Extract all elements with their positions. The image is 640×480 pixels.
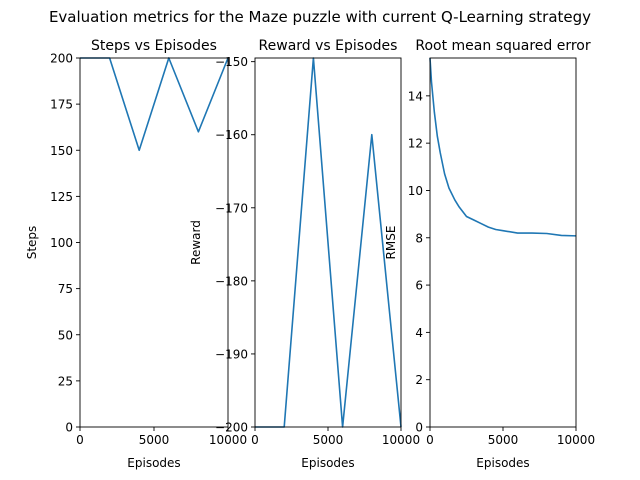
x-tick-label: 5000 bbox=[313, 433, 344, 447]
x-tick-label: 10000 bbox=[209, 433, 247, 447]
y-tick-label: 10 bbox=[408, 184, 423, 198]
y-axis-label: RMSE bbox=[384, 226, 398, 260]
y-tick-label: −170 bbox=[215, 201, 248, 215]
y-tick-label: 8 bbox=[415, 231, 423, 245]
y-tick-label: −180 bbox=[215, 274, 248, 288]
x-tick-label: 5000 bbox=[488, 433, 519, 447]
x-axis-label: Episodes bbox=[476, 456, 529, 470]
y-tick-label: −160 bbox=[215, 128, 248, 142]
y-axis-label: Reward bbox=[189, 220, 203, 265]
series-line bbox=[429, 57, 577, 237]
x-tick-label: 0 bbox=[76, 433, 84, 447]
y-tick-label: 6 bbox=[415, 279, 423, 293]
x-tick-label: 0 bbox=[426, 433, 434, 447]
subplot-title: Steps vs Episodes bbox=[91, 38, 217, 54]
y-tick-label: 2 bbox=[415, 373, 423, 387]
y-tick-label: −190 bbox=[215, 347, 248, 361]
y-tick-label: 175 bbox=[50, 98, 73, 112]
subplot-title: Root mean squared error bbox=[415, 38, 590, 54]
y-tick-label: 150 bbox=[50, 144, 73, 158]
x-tick-label: 0 bbox=[251, 433, 259, 447]
y-tick-label: 50 bbox=[58, 328, 73, 342]
subplot-1: 0 5000 10000 0 25 50 75 100 125 150 175 200 Steps vs… bbox=[25, 38, 247, 470]
x-tick-label: 5000 bbox=[139, 433, 170, 447]
y-tick-label: −150 bbox=[215, 55, 248, 69]
y-tick-label: 200 bbox=[50, 52, 73, 66]
y-axis-label: Steps bbox=[25, 226, 39, 260]
subplot-title: Reward vs Episodes bbox=[259, 38, 398, 54]
y-tick-label: 25 bbox=[58, 374, 73, 388]
x-axis-label: Episodes bbox=[127, 456, 180, 470]
y-tick-label: 75 bbox=[58, 282, 73, 296]
y-tick-label: 14 bbox=[408, 89, 423, 103]
y-tick-label: 0 bbox=[65, 421, 73, 435]
x-axis-label: Episodes bbox=[301, 456, 354, 470]
y-tick-label: −200 bbox=[215, 421, 248, 435]
x-tick-label: 10000 bbox=[557, 433, 595, 447]
y-tick-label: 125 bbox=[50, 190, 73, 204]
figure-title: Evaluation metrics for the Maze puzzle w… bbox=[49, 8, 591, 26]
y-tick-label: 4 bbox=[415, 326, 423, 340]
y-tick-label: 0 bbox=[415, 421, 423, 435]
y-tick-label: 100 bbox=[50, 236, 73, 250]
y-tick-label: 12 bbox=[408, 137, 423, 151]
x-tick-label: 10000 bbox=[382, 433, 420, 447]
subplot-2: 0 5000 10000−200−190−180−170−160−150Reward… bbox=[189, 38, 420, 470]
